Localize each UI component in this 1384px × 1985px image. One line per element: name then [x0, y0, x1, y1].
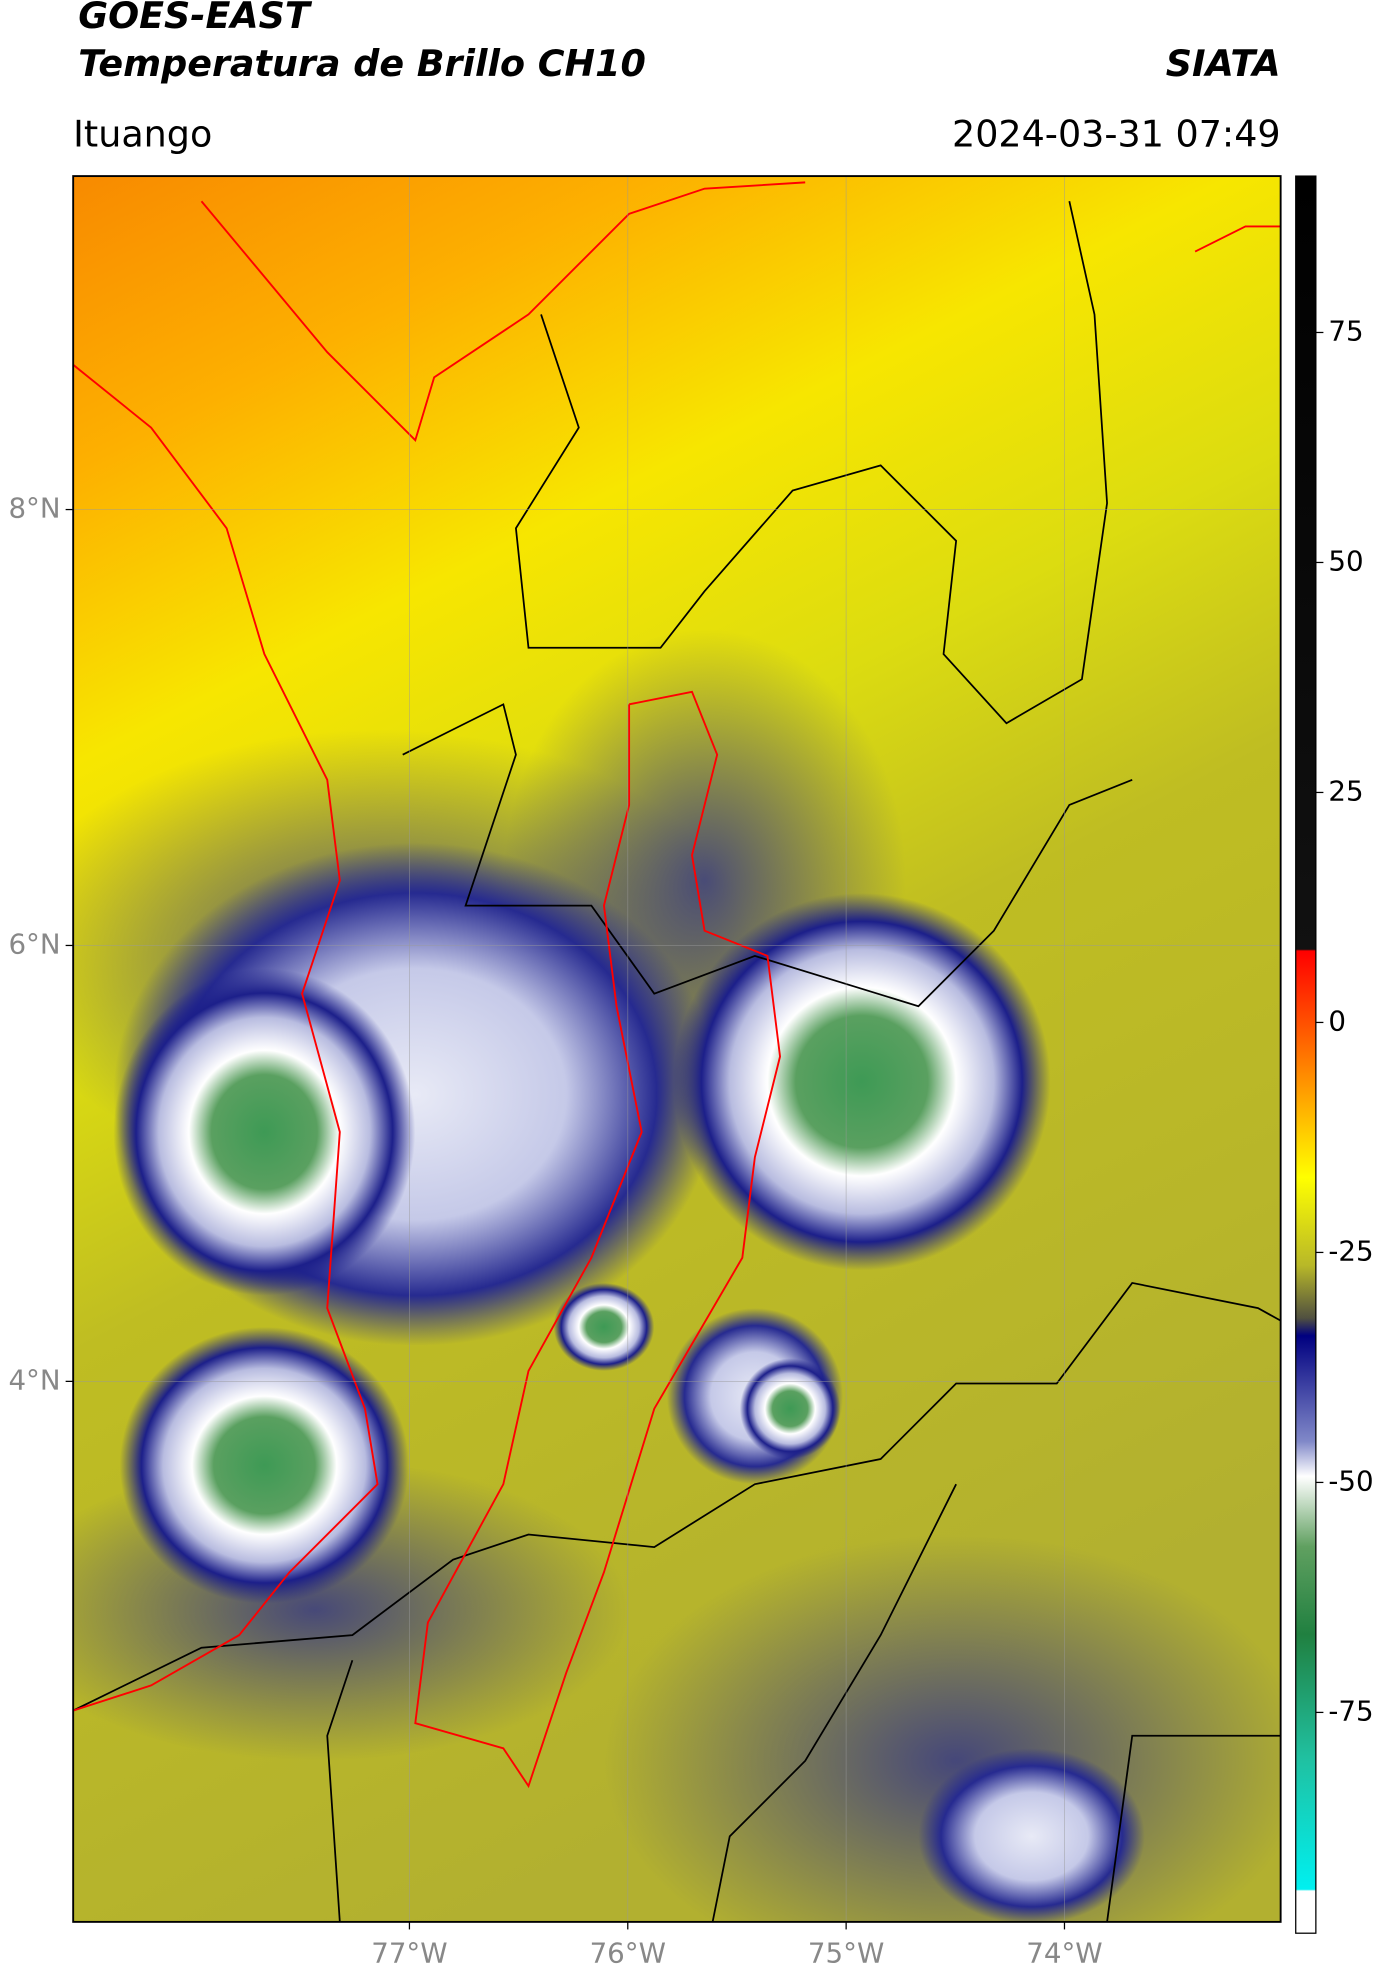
lon-label: 75°W — [808, 1937, 884, 1970]
colorbar-tick-label: -25 — [1328, 1234, 1373, 1267]
map-frame — [72, 175, 1282, 1923]
colorbar-tick-label: 25 — [1328, 774, 1363, 807]
colorbar-tick-label: 50 — [1328, 544, 1363, 577]
colorbar-tick-label: -50 — [1328, 1464, 1373, 1497]
lat-label: 6°N — [8, 927, 60, 960]
lon-label: 74°W — [1026, 1937, 1102, 1970]
colorbar-tick-label: 0 — [1328, 1004, 1346, 1037]
subtitle: Temperatura de Brillo CH10 — [78, 42, 646, 85]
lon-label: 76°W — [590, 1937, 666, 1970]
colorbar — [1295, 175, 1317, 1934]
lat-label: 8°N — [8, 492, 60, 525]
place: Ituango — [73, 112, 212, 155]
graticule — [65, 176, 1281, 1930]
satellite-image — [73, 176, 1281, 1922]
org: SIATA — [1166, 42, 1281, 85]
colorbar-tick-label: 75 — [1328, 314, 1363, 347]
datetime: 2024-03-31 07:49 — [952, 112, 1281, 155]
lat-label: 4°N — [8, 1363, 60, 1396]
title: GOES-EAST — [78, 0, 313, 37]
colorbar-tick-label: -75 — [1328, 1694, 1373, 1727]
lon-label: 77°W — [371, 1937, 447, 1970]
